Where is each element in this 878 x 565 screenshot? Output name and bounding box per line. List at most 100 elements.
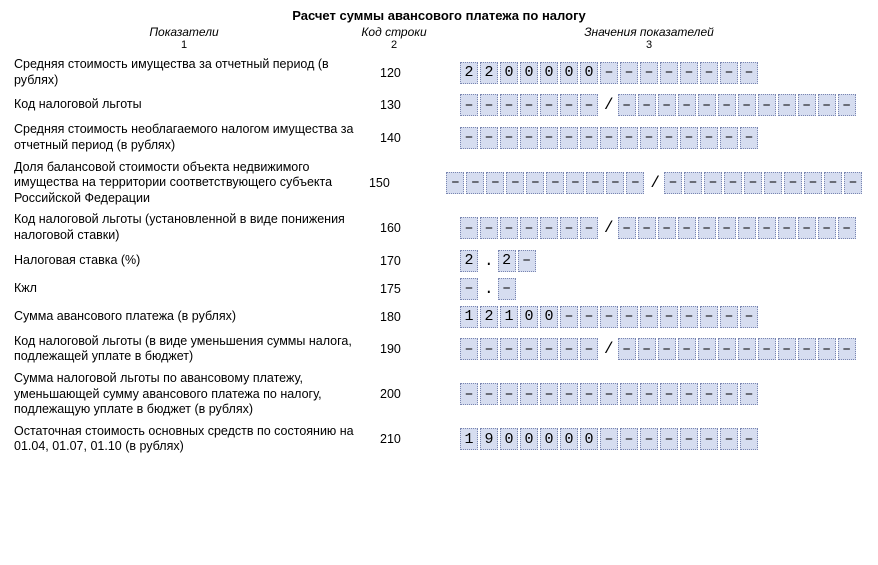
input-cell[interactable]: – [740, 306, 758, 328]
input-cell[interactable]: – [704, 172, 722, 194]
input-cell[interactable]: – [700, 306, 718, 328]
input-cell[interactable]: 2 [498, 250, 516, 272]
input-cell[interactable]: 0 [520, 428, 538, 450]
input-cell[interactable]: – [660, 127, 678, 149]
input-cell[interactable]: – [684, 172, 702, 194]
input-cell[interactable]: – [838, 94, 856, 116]
input-cell[interactable]: 0 [540, 306, 558, 328]
input-cell[interactable]: – [580, 127, 598, 149]
input-cell[interactable]: – [498, 278, 516, 300]
input-cell[interactable]: – [664, 172, 682, 194]
input-cell[interactable]: – [520, 217, 538, 239]
input-cell[interactable]: 0 [560, 62, 578, 84]
input-cell[interactable]: – [640, 127, 658, 149]
input-cell[interactable]: – [680, 62, 698, 84]
input-cell[interactable]: 0 [580, 62, 598, 84]
input-cell[interactable]: – [818, 94, 836, 116]
input-cell[interactable]: – [718, 94, 736, 116]
input-cell[interactable]: – [600, 127, 618, 149]
input-cell[interactable]: 2 [480, 306, 498, 328]
input-cell[interactable]: – [546, 172, 564, 194]
input-cell[interactable]: – [460, 383, 478, 405]
input-cell[interactable]: – [520, 94, 538, 116]
input-cell[interactable]: – [838, 217, 856, 239]
input-cell[interactable]: – [480, 338, 498, 360]
input-cell[interactable]: – [480, 94, 498, 116]
input-cell[interactable]: 0 [540, 428, 558, 450]
input-cell[interactable]: – [566, 172, 584, 194]
input-cell[interactable]: – [600, 428, 618, 450]
input-cell[interactable]: – [500, 127, 518, 149]
input-cell[interactable]: – [620, 62, 638, 84]
input-cell[interactable]: – [818, 338, 836, 360]
input-cell[interactable]: 1 [460, 428, 478, 450]
input-cell[interactable]: – [680, 428, 698, 450]
input-cell[interactable]: – [640, 428, 658, 450]
input-cell[interactable]: – [618, 94, 636, 116]
input-cell[interactable]: 0 [500, 428, 518, 450]
input-cell[interactable]: – [540, 217, 558, 239]
input-cell[interactable]: – [580, 217, 598, 239]
input-cell[interactable]: 2 [460, 62, 478, 84]
input-cell[interactable]: – [724, 172, 742, 194]
input-cell[interactable]: – [500, 338, 518, 360]
input-cell[interactable]: – [764, 172, 782, 194]
input-cell[interactable]: – [740, 62, 758, 84]
input-cell[interactable]: – [460, 127, 478, 149]
input-cell[interactable]: – [700, 62, 718, 84]
input-cell[interactable]: – [720, 306, 738, 328]
input-cell[interactable]: – [660, 428, 678, 450]
input-cell[interactable]: – [506, 172, 524, 194]
input-cell[interactable]: – [778, 94, 796, 116]
input-cell[interactable]: – [620, 306, 638, 328]
input-cell[interactable]: – [658, 94, 676, 116]
input-cell[interactable]: – [798, 217, 816, 239]
input-cell[interactable]: – [638, 217, 656, 239]
input-cell[interactable]: – [744, 172, 762, 194]
input-cell[interactable]: – [720, 62, 738, 84]
input-cell[interactable]: – [680, 127, 698, 149]
input-cell[interactable]: – [560, 217, 578, 239]
input-cell[interactable]: 2 [480, 62, 498, 84]
input-cell[interactable]: – [480, 217, 498, 239]
input-cell[interactable]: – [518, 250, 536, 272]
input-cell[interactable]: – [600, 306, 618, 328]
input-cell[interactable]: 0 [520, 62, 538, 84]
input-cell[interactable]: – [520, 127, 538, 149]
input-cell[interactable]: – [540, 127, 558, 149]
input-cell[interactable]: – [678, 217, 696, 239]
input-cell[interactable]: – [600, 62, 618, 84]
input-cell[interactable]: – [804, 172, 822, 194]
input-cell[interactable]: – [560, 383, 578, 405]
input-cell[interactable]: 0 [500, 62, 518, 84]
input-cell[interactable]: – [738, 338, 756, 360]
input-cell[interactable]: – [480, 383, 498, 405]
input-cell[interactable]: – [700, 428, 718, 450]
input-cell[interactable]: – [486, 172, 504, 194]
input-cell[interactable]: – [698, 338, 716, 360]
input-cell[interactable]: – [758, 94, 776, 116]
input-cell[interactable]: – [606, 172, 624, 194]
input-cell[interactable]: 0 [580, 428, 598, 450]
input-cell[interactable]: – [740, 428, 758, 450]
input-cell[interactable]: – [626, 172, 644, 194]
input-cell[interactable]: – [640, 62, 658, 84]
input-cell[interactable]: – [540, 383, 558, 405]
input-cell[interactable]: – [698, 217, 716, 239]
input-cell[interactable]: – [720, 127, 738, 149]
input-cell[interactable]: – [620, 127, 638, 149]
input-cell[interactable]: – [500, 383, 518, 405]
input-cell[interactable]: – [560, 338, 578, 360]
input-cell[interactable]: – [778, 338, 796, 360]
input-cell[interactable]: – [660, 383, 678, 405]
input-cell[interactable]: – [640, 306, 658, 328]
input-cell[interactable]: – [466, 172, 484, 194]
input-cell[interactable]: 0 [560, 428, 578, 450]
input-cell[interactable]: – [640, 383, 658, 405]
input-cell[interactable]: 1 [460, 306, 478, 328]
input-cell[interactable]: – [758, 338, 776, 360]
input-cell[interactable]: – [460, 338, 478, 360]
input-cell[interactable]: – [618, 338, 636, 360]
input-cell[interactable]: – [658, 338, 676, 360]
input-cell[interactable]: – [586, 172, 604, 194]
